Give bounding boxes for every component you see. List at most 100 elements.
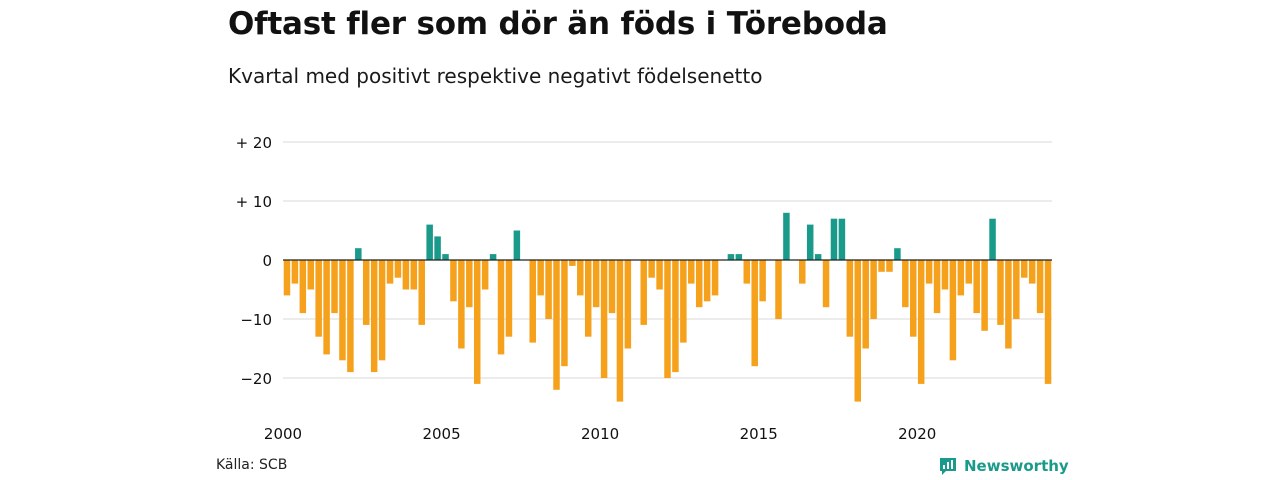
bar: [394, 260, 402, 278]
bar: [902, 260, 909, 308]
bars: [283, 212, 1052, 402]
bar: [711, 260, 719, 296]
bar: [513, 230, 521, 260]
bar: [283, 260, 291, 296]
bar: [592, 260, 600, 308]
bar: [862, 260, 869, 349]
bar: [1005, 260, 1012, 349]
bar: [664, 260, 671, 378]
bar: [473, 260, 481, 384]
bar: [965, 260, 973, 284]
bar: [299, 260, 307, 314]
bar: [989, 218, 996, 260]
bar: [1021, 260, 1028, 278]
bar: [545, 260, 552, 319]
y-tick-label: + 10: [236, 193, 272, 211]
bar: [553, 260, 560, 390]
bar: [569, 260, 576, 266]
source-note: Källa: SCB: [216, 457, 288, 473]
bar: [680, 260, 687, 343]
bar: [830, 218, 838, 260]
newsworthy-logo-icon: [940, 458, 956, 475]
y-tick-label: −20: [240, 370, 272, 388]
y-tick-label: −10: [240, 311, 272, 329]
y-tick-label: 0: [262, 252, 272, 270]
bar: [997, 260, 1004, 325]
bar: [957, 260, 965, 296]
bar: [362, 260, 370, 325]
bar: [426, 224, 433, 260]
bar: [410, 260, 418, 290]
bar: [1036, 260, 1044, 314]
bar: [386, 260, 394, 284]
bar: [458, 260, 465, 349]
y-axis-ticks: + 20 + 10 0 −10 −20: [236, 134, 272, 388]
bar: [751, 260, 758, 367]
bar: [466, 260, 473, 308]
bar: [806, 224, 814, 260]
x-tick-label: 2000: [264, 425, 302, 443]
bar: [450, 260, 457, 302]
brand-logo[interactable]: Newsworthy: [938, 456, 1069, 476]
bar: [735, 254, 743, 260]
bar: [759, 260, 766, 302]
bar: [814, 254, 822, 260]
bar: [743, 260, 751, 284]
x-tick-label: 2015: [740, 425, 778, 443]
bar: [347, 260, 354, 373]
bar: [917, 260, 925, 384]
bar: [910, 260, 917, 337]
bar: [703, 260, 711, 302]
bar: [886, 260, 893, 272]
bar: [783, 212, 790, 260]
bar: [648, 260, 655, 278]
x-tick-label: 2010: [581, 425, 619, 443]
bar: [949, 260, 957, 361]
x-tick-label: 2005: [422, 425, 460, 443]
bar: [339, 260, 346, 361]
bar: [497, 260, 505, 355]
bar: [941, 260, 949, 290]
bar: [291, 260, 299, 284]
brand-name: Newsworthy: [964, 457, 1069, 475]
bar: [973, 260, 980, 314]
bar: [442, 254, 449, 260]
x-axis-ticks: 2000 2005 2010 2015 2020: [264, 425, 936, 443]
bar: [505, 260, 513, 337]
bar: [331, 260, 338, 314]
bar: [981, 260, 988, 331]
bar: [695, 260, 703, 308]
bar: [925, 260, 933, 284]
bar: [418, 260, 425, 325]
bar: [933, 260, 941, 314]
bar: [378, 260, 386, 361]
bar: [727, 254, 735, 260]
bar: [307, 260, 314, 290]
x-tick-label: 2020: [898, 425, 936, 443]
bar: [1044, 260, 1052, 384]
bar: [640, 260, 647, 325]
bar: [355, 248, 362, 260]
bar: [402, 260, 410, 290]
bar: [600, 260, 608, 378]
bar: [1013, 260, 1020, 319]
bar: [894, 248, 901, 260]
bar: [838, 218, 846, 260]
bar: [577, 260, 584, 296]
bar: [672, 260, 679, 373]
bar: [323, 260, 330, 355]
bar: [656, 260, 663, 290]
bar: [584, 260, 592, 337]
chart-subtitle: Kvartal med positivt respektive negativt…: [228, 64, 763, 88]
bar: [537, 260, 544, 296]
bar: [370, 260, 378, 373]
bar: [529, 260, 536, 343]
bar: [489, 254, 497, 260]
bar: [878, 260, 885, 272]
bar: [846, 260, 854, 337]
bar: [315, 260, 322, 337]
bar: [608, 260, 616, 314]
bar: [616, 260, 624, 402]
bar: [561, 260, 568, 367]
